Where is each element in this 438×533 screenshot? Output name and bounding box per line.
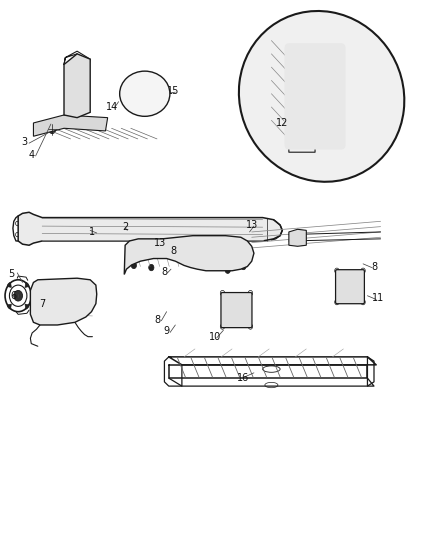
Ellipse shape: [239, 11, 404, 182]
Polygon shape: [64, 54, 90, 118]
Polygon shape: [33, 115, 108, 136]
Text: 15: 15: [167, 86, 179, 96]
Text: 9: 9: [236, 310, 242, 320]
Text: 13: 13: [246, 220, 258, 230]
Text: 8: 8: [161, 267, 167, 277]
Wedge shape: [7, 304, 11, 309]
Text: 2: 2: [122, 222, 128, 232]
Circle shape: [131, 262, 137, 269]
Circle shape: [57, 314, 62, 320]
Text: 14: 14: [106, 102, 118, 112]
Text: 11: 11: [372, 293, 385, 303]
Wedge shape: [7, 282, 11, 287]
Text: 3: 3: [21, 136, 28, 147]
Circle shape: [225, 267, 230, 273]
Circle shape: [42, 314, 46, 320]
Text: 6: 6: [11, 290, 17, 301]
Text: 13: 13: [154, 238, 166, 247]
Wedge shape: [25, 304, 29, 309]
Ellipse shape: [120, 71, 170, 116]
Circle shape: [49, 317, 53, 322]
FancyBboxPatch shape: [221, 293, 252, 328]
Text: 16: 16: [237, 373, 249, 383]
Circle shape: [233, 306, 240, 314]
FancyBboxPatch shape: [285, 43, 346, 150]
Circle shape: [300, 233, 304, 238]
Text: 8: 8: [155, 314, 161, 325]
Polygon shape: [289, 229, 306, 246]
Text: 9: 9: [163, 326, 170, 336]
Circle shape: [300, 241, 304, 246]
Polygon shape: [18, 212, 283, 245]
Text: 7: 7: [39, 298, 45, 309]
Circle shape: [241, 263, 246, 270]
FancyBboxPatch shape: [336, 270, 364, 304]
Circle shape: [49, 125, 56, 134]
Text: 1: 1: [89, 227, 95, 237]
Text: 12: 12: [276, 118, 289, 128]
Text: 8: 8: [170, 246, 176, 255]
Text: 4: 4: [28, 150, 34, 160]
Circle shape: [149, 264, 154, 271]
Circle shape: [14, 290, 22, 301]
Text: 10: 10: [208, 332, 221, 342]
Circle shape: [247, 254, 252, 260]
Polygon shape: [124, 236, 254, 274]
Wedge shape: [25, 282, 29, 287]
Text: 5: 5: [8, 270, 15, 279]
Circle shape: [347, 283, 353, 290]
Polygon shape: [30, 278, 97, 325]
Text: 8: 8: [371, 262, 377, 271]
Circle shape: [291, 232, 295, 237]
Circle shape: [291, 240, 295, 245]
